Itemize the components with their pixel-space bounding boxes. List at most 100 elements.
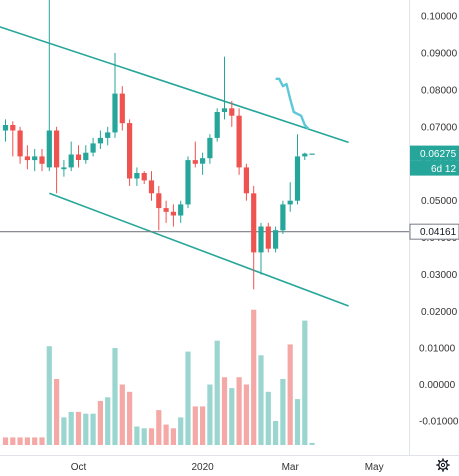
candle xyxy=(265,222,271,253)
moving-average-line xyxy=(275,77,310,130)
candle xyxy=(236,108,242,175)
candle xyxy=(207,134,213,164)
candle xyxy=(294,134,301,205)
volume-bar xyxy=(294,399,301,445)
volume-bar xyxy=(61,417,67,445)
horizontal-line-tag xyxy=(409,223,459,240)
candle xyxy=(97,130,103,149)
candle xyxy=(105,126,111,146)
candle xyxy=(90,137,96,157)
candle xyxy=(83,145,89,164)
volume-bar xyxy=(24,437,30,445)
volume-bar xyxy=(156,410,162,445)
candle-body xyxy=(61,167,67,170)
candle-body xyxy=(148,180,155,194)
candle xyxy=(258,222,264,275)
candle-body xyxy=(214,112,220,138)
settings-gear-icon[interactable] xyxy=(436,458,450,472)
volume-bar xyxy=(243,384,249,445)
candle xyxy=(39,148,45,172)
candle-body xyxy=(83,152,89,161)
candle-body xyxy=(46,130,52,168)
candlestick-series xyxy=(2,0,315,290)
candle-body xyxy=(75,154,82,160)
volume-axis: 0.01000 0.00000 -0.01000 xyxy=(419,344,459,428)
price-tick-label: 0.10000 xyxy=(421,12,458,23)
volume-bar xyxy=(221,377,228,445)
candle xyxy=(127,119,133,186)
candle-body xyxy=(200,158,206,164)
volume-bar xyxy=(309,442,315,445)
candle xyxy=(119,86,125,131)
candle-body xyxy=(54,130,60,168)
candle xyxy=(46,0,52,172)
candle-body xyxy=(97,137,103,144)
countdown-label: 6d 12 xyxy=(431,164,456,175)
price-tick-label: 0.02000 xyxy=(421,307,458,318)
volume-bar xyxy=(229,388,235,445)
candle xyxy=(32,148,38,172)
volume-tick-label: 0.01000 xyxy=(419,344,456,355)
volume-bar xyxy=(75,411,82,445)
volume-bar xyxy=(280,379,286,445)
candle xyxy=(229,100,235,127)
volume-bar xyxy=(170,428,176,445)
volume-bar xyxy=(134,426,140,445)
time-tick-label: 2020 xyxy=(191,462,214,473)
candle-body xyxy=(192,160,198,164)
volume-bar xyxy=(207,384,213,445)
candle xyxy=(75,145,82,168)
volume-bar xyxy=(251,309,257,445)
candle-body xyxy=(309,153,315,155)
candle-body xyxy=(273,230,279,249)
volume-bar xyxy=(258,355,264,445)
volume-bar xyxy=(46,346,52,445)
candle-body xyxy=(10,125,16,131)
candle-body xyxy=(287,200,293,205)
candle-body xyxy=(251,193,257,253)
candle-body xyxy=(294,156,301,201)
volume-bar xyxy=(287,344,293,445)
candle xyxy=(17,126,23,164)
candle xyxy=(243,163,249,201)
volume-tick-label: -0.01000 xyxy=(419,417,459,428)
candle-body xyxy=(68,154,74,168)
candle-body xyxy=(112,93,118,133)
candle-body xyxy=(280,204,286,231)
candle xyxy=(221,56,228,120)
price-tags: 0.06275 6d 12 0.04161 xyxy=(409,145,459,240)
volume-bar xyxy=(185,351,191,445)
candle xyxy=(273,226,279,253)
candle xyxy=(61,160,67,177)
candle-body xyxy=(2,125,9,131)
ma-line xyxy=(275,77,310,130)
volume-bar xyxy=(17,437,23,445)
candle-body xyxy=(105,132,111,138)
horizontal-line-label: 0.04161 xyxy=(420,227,457,238)
channel-lower-line xyxy=(49,192,349,307)
volume-histogram xyxy=(2,309,315,445)
volume-bar xyxy=(112,348,118,445)
volume-bar xyxy=(83,413,89,445)
volume-bar xyxy=(214,340,220,445)
time-axis[interactable]: Oct 2020 Mar May xyxy=(71,462,384,473)
candle-body xyxy=(265,226,271,249)
candle-body xyxy=(236,115,242,168)
volume-bar xyxy=(200,406,206,445)
trend-channel[interactable] xyxy=(0,22,349,307)
candle xyxy=(10,121,16,157)
time-tick-label: Oct xyxy=(71,462,87,473)
time-tick-label: Mar xyxy=(282,462,300,473)
candle xyxy=(54,126,60,194)
candle xyxy=(214,108,220,142)
candle xyxy=(141,171,147,185)
candle-body xyxy=(119,93,125,124)
volume-bar xyxy=(68,411,74,445)
candle xyxy=(112,52,118,138)
volume-bar xyxy=(192,406,198,445)
volume-bar xyxy=(273,421,279,445)
volume-bar xyxy=(90,413,96,445)
candle-body xyxy=(127,123,133,179)
volume-tick-label: 0.00000 xyxy=(419,380,456,391)
